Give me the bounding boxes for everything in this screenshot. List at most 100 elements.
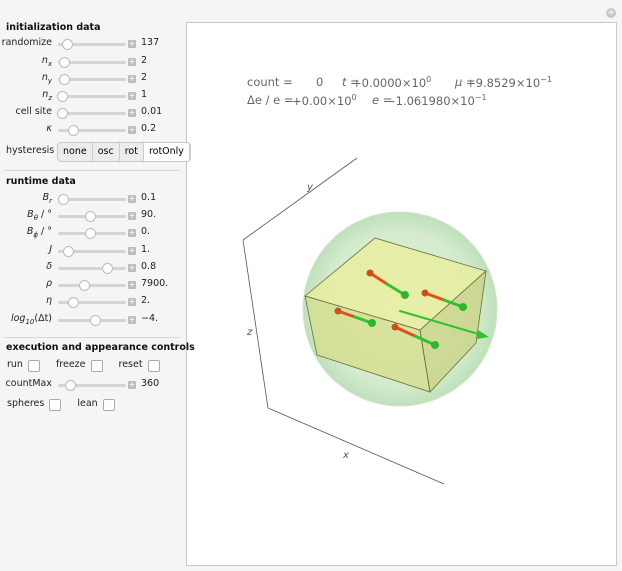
readout-number: −1.061980×10 <box>386 93 475 108</box>
slider-thumb[interactable] <box>57 91 68 102</box>
readout-label: count = <box>247 75 293 89</box>
slider-label: ρ <box>0 278 52 289</box>
slider-value: −4. <box>141 313 159 324</box>
expand-button[interactable]: + <box>128 74 136 83</box>
slider-thumb[interactable] <box>68 125 79 136</box>
slider-label: J <box>0 244 52 255</box>
slider-track[interactable] <box>58 301 126 304</box>
slider-thumb[interactable] <box>90 315 101 326</box>
axes-box <box>242 157 445 485</box>
label-text: countMax <box>5 378 52 389</box>
slider-thumb[interactable] <box>102 263 113 274</box>
label-subscript: y <box>47 76 52 85</box>
slider-track[interactable] <box>58 250 126 253</box>
label-suffix: / ° <box>38 209 52 220</box>
slider-track[interactable] <box>58 267 126 270</box>
slider-value: 90. <box>141 209 157 220</box>
label-text: κ <box>46 123 52 134</box>
slider-track[interactable] <box>58 95 126 98</box>
slider-thumb[interactable] <box>68 297 79 308</box>
expand-button[interactable]: + <box>128 57 136 66</box>
label-subscript: 10 <box>25 317 35 326</box>
readout-number: +9.8529×10 <box>466 75 541 90</box>
setter-button[interactable]: rotOnly <box>143 143 190 161</box>
section-header: initialization data <box>6 22 101 33</box>
slider-value: 2 <box>141 55 148 66</box>
label-text: n <box>41 55 48 66</box>
slider-track[interactable] <box>58 198 126 201</box>
slider-thumb[interactable] <box>58 194 69 205</box>
slider-thumb[interactable] <box>65 380 76 391</box>
setter-label: hysteresis <box>6 145 55 156</box>
slider-thumb[interactable] <box>85 211 96 222</box>
setter-button[interactable]: rot <box>120 143 144 161</box>
expand-button[interactable]: + <box>128 91 136 100</box>
slider-label: countMax <box>0 378 52 389</box>
slider-value: 1 <box>141 89 148 100</box>
slider-track[interactable] <box>58 61 126 64</box>
separator <box>4 170 180 171</box>
expand-button[interactable]: + <box>128 297 136 306</box>
slider-thumb[interactable] <box>59 57 70 68</box>
slider-thumb[interactable] <box>63 246 74 257</box>
axis-label: x <box>342 450 349 461</box>
label-subscript: x <box>47 59 52 68</box>
axis-label: z <box>246 327 253 338</box>
slider-thumb[interactable] <box>85 228 96 239</box>
readout-value: +0.0000×100 <box>352 75 431 90</box>
slider-track[interactable] <box>58 129 126 132</box>
slider-label: Bθ / ° <box>0 209 52 222</box>
readout-number: 0 <box>316 75 324 89</box>
slider-thumb[interactable] <box>79 280 90 291</box>
slider-label: η <box>0 295 52 306</box>
slider-track[interactable] <box>58 78 126 81</box>
expand-button[interactable]: + <box>128 194 136 203</box>
readout-number: +0.00×10 <box>292 93 352 108</box>
slider-track[interactable] <box>58 43 126 46</box>
setter-button[interactable]: none <box>58 143 93 161</box>
checkbox[interactable] <box>49 399 62 411</box>
checkbox[interactable] <box>27 360 40 372</box>
expand-button[interactable]: + <box>128 315 136 324</box>
checkbox-label: run <box>7 359 23 370</box>
expand-button[interactable]: + <box>128 39 136 48</box>
expand-button[interactable]: + <box>128 263 136 272</box>
expand-button[interactable]: + <box>128 211 136 220</box>
slider-track[interactable] <box>58 284 126 287</box>
slider-thumb[interactable] <box>62 39 73 50</box>
label-text: ρ <box>45 278 52 289</box>
slider-track[interactable] <box>58 384 126 387</box>
expand-button[interactable]: + <box>128 246 136 255</box>
slider-label: cell site <box>0 106 52 117</box>
expand-button[interactable]: + <box>128 125 136 134</box>
checkbox[interactable] <box>147 360 160 372</box>
slider-thumb[interactable] <box>57 108 68 119</box>
label-suffix: (Δt) <box>34 313 52 324</box>
expand-button[interactable]: + <box>128 228 136 237</box>
setter-bar: none osc rot rotOnly <box>57 142 191 162</box>
expand-button[interactable]: + <box>128 280 136 289</box>
expand-button[interactable]: + <box>128 380 136 389</box>
slider-value: 137 <box>141 37 160 48</box>
setter-button[interactable]: osc <box>93 143 120 161</box>
readout-exponent: −1 <box>540 75 552 84</box>
label-text: cell site <box>15 106 52 117</box>
slider-track[interactable] <box>58 112 126 115</box>
slider-label: Br <box>0 192 52 205</box>
readout-exponent: 0 <box>351 93 357 102</box>
readout-label: t = <box>342 75 360 89</box>
spins <box>334 269 489 349</box>
readout-value: −1.061980×10−1 <box>386 93 487 108</box>
slider-label: δ <box>0 261 52 272</box>
slider-value: 2. <box>141 295 151 306</box>
slider-label: Bϕ / ° <box>0 226 52 239</box>
readout-value: +9.8529×10−1 <box>466 75 552 90</box>
slider-value: 0.1 <box>141 192 157 203</box>
close-button[interactable]: + <box>606 8 616 18</box>
slider-thumb[interactable] <box>59 74 70 85</box>
expand-button[interactable]: + <box>128 108 136 117</box>
checkbox[interactable] <box>102 399 115 411</box>
checkbox[interactable] <box>90 360 103 372</box>
